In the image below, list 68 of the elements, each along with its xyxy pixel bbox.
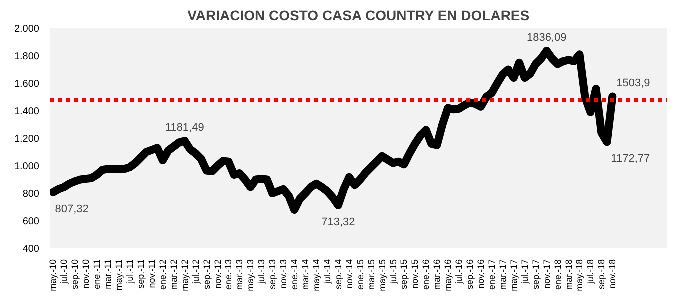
x-tick-label: sep.-12	[202, 259, 212, 290]
x-tick-label: mar.-11	[103, 260, 114, 290]
x-tick-label: ene.-17	[487, 259, 497, 290]
x-tick-label: jul.-10	[59, 259, 70, 286]
x-tick-label: nov.-14	[344, 259, 354, 289]
x-tick-label: jul.-12	[190, 259, 201, 286]
y-tick-label: 1.000	[14, 162, 40, 172]
x-tick-label: ene.-12	[158, 259, 168, 290]
x-tick-label: sep.-11	[136, 259, 146, 289]
x-tick-label: nov.-13	[278, 259, 289, 289]
x-tick-label: ene.-16	[421, 259, 432, 290]
y-tick-label: 600	[22, 216, 40, 228]
y-tick-label: 1.800	[14, 52, 40, 62]
x-tick-label: nov.-16	[476, 259, 486, 289]
x-tick-label: ene.-13	[224, 259, 234, 290]
x-tick-label: ene.-14	[290, 259, 300, 290]
x-tick-label: may.-15	[377, 260, 388, 292]
data-label: 713,32	[322, 216, 356, 228]
x-tick-label: jul.-18	[586, 259, 596, 286]
x-tick-label: jul.-16	[454, 259, 464, 286]
y-tick-label: 1.600	[14, 79, 40, 90]
x-tick-label: nov.-12	[212, 259, 223, 289]
x-tick-label: nov.-18	[608, 259, 618, 289]
x-tick-label: may.-13	[246, 260, 256, 292]
x-tick-label: sep.-18	[596, 259, 607, 290]
x-tick-label: jul.-17	[520, 259, 530, 286]
x-tick-label: ene.-18	[552, 259, 563, 290]
x-tick-label: nov.-17	[542, 259, 552, 289]
x-tick-label: mar.-15	[366, 259, 376, 290]
x-tick-label: may.-16	[443, 260, 454, 292]
y-tick-label: 400	[22, 244, 40, 255]
chart-title: VARIACION COSTO CASA COUNTRY EN DOLARES	[188, 8, 530, 24]
x-tick-label: nov.-15	[410, 259, 420, 289]
x-tick-label: mar.-14	[300, 259, 311, 290]
x-tick-label: may.-11	[114, 259, 124, 291]
x-tick-label: mar.-18	[564, 259, 574, 290]
x-tick-label: sep.-17	[530, 259, 541, 290]
x-tick-label: jul.-15	[388, 259, 398, 286]
x-tick-label: may.-18	[574, 260, 585, 292]
data-label: 807,32	[55, 203, 89, 216]
data-label: 1172,77	[611, 153, 650, 166]
x-tick-label: mar.-16	[432, 259, 442, 290]
y-tick-label: 1.400	[14, 106, 40, 118]
x-tick-label: sep.-10	[70, 259, 80, 290]
x-tick-label: sep.-14	[333, 259, 344, 290]
x-tick-label: jul.-11	[125, 259, 136, 284]
x-tick-label: mar.-12	[168, 259, 179, 290]
y-tick-label: 2.000	[14, 24, 40, 35]
data-label: 1181,49	[165, 122, 204, 134]
x-tick-label: sep.-13	[268, 259, 278, 290]
x-tick-label: may.-17	[508, 260, 519, 292]
y-tick-label: 800	[22, 189, 40, 200]
x-tick-label: sep.-15	[399, 259, 410, 290]
data-label: 1836,09	[526, 32, 567, 44]
x-tick-label: jul.-14	[322, 259, 332, 286]
data-label: 1503,9	[616, 78, 650, 90]
x-tick-label: nov.-10	[81, 259, 92, 289]
y-tick-label: 1.200	[14, 134, 40, 145]
x-tick-label: sep.-16	[465, 259, 476, 290]
x-tick-label: mar.-17	[498, 259, 508, 290]
x-tick-label: ene.-15	[355, 259, 366, 290]
x-tick-label: jul.-13	[256, 259, 267, 286]
x-tick-label: ene.-11	[92, 259, 102, 290]
x-tick-label: may.-12	[180, 260, 190, 292]
x-tick-label: nov.-11	[146, 259, 157, 288]
x-tick-label: may.-10	[48, 260, 58, 292]
x-tick-label: may.-14	[311, 260, 322, 292]
x-tick-label: mar.-13	[234, 259, 245, 290]
